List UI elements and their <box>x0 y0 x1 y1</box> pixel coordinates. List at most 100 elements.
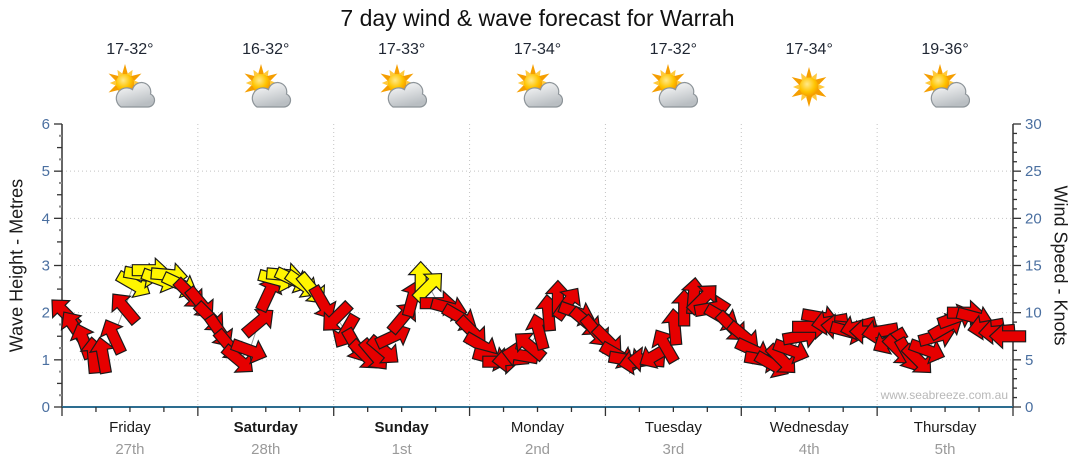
day-temperature: 17-33° <box>377 41 426 58</box>
sun-disc <box>659 73 678 93</box>
day-name: Saturday <box>233 419 298 436</box>
day-name: Monday <box>510 419 565 436</box>
day-date: 27th <box>115 441 145 458</box>
wind-arrow-red <box>651 329 680 365</box>
partly-cloudy-icon <box>645 63 701 111</box>
wind-arrow-red <box>365 333 399 364</box>
left-tick-label: 1 <box>42 352 50 369</box>
wind-arrows <box>51 256 1027 379</box>
wind-arrow-red <box>99 319 127 356</box>
day-date: 1st <box>391 441 412 458</box>
sun-ray <box>268 79 276 87</box>
sun-ray <box>817 83 826 91</box>
sun-ray <box>132 79 141 87</box>
sun-disc <box>251 73 270 93</box>
sun-ray <box>381 79 390 87</box>
wind-arrow-red <box>900 342 932 374</box>
partly-cloudy-icon <box>374 63 430 111</box>
partly-cloudy-icon <box>516 64 563 108</box>
day-temperature: 17-34° <box>785 41 833 58</box>
sun-ray <box>947 79 956 87</box>
sun-ray <box>389 69 396 79</box>
sun-disc <box>931 73 950 93</box>
left-tick-label: 0 <box>42 399 50 416</box>
sun-ray <box>397 69 405 79</box>
day-temperature: 19-36° <box>921 41 969 58</box>
sun-ray <box>801 92 809 101</box>
sun-ray <box>932 69 940 79</box>
sun-ray <box>669 69 676 79</box>
sun-disc <box>115 73 134 93</box>
sun-ray <box>675 79 684 87</box>
day-name: Friday <box>109 419 151 436</box>
right-tick-label: 20 <box>1025 210 1042 227</box>
partly-cloudy-icon <box>917 63 973 111</box>
sun-ray <box>653 79 661 87</box>
sun-ray <box>801 73 809 82</box>
sun-disc <box>523 73 542 93</box>
sun-ray <box>117 69 124 79</box>
sun-ray <box>529 64 536 76</box>
partly-cloudy-icon <box>380 64 427 108</box>
sunny-icon <box>781 63 837 111</box>
sun-ray <box>924 79 933 87</box>
sun-ray <box>810 73 818 82</box>
sun-ray <box>257 64 265 76</box>
wind-arrow-red <box>220 343 254 373</box>
day-date: 4th <box>798 441 820 458</box>
wind-arrow-red <box>308 284 337 320</box>
sun-ray <box>109 79 118 87</box>
cloud-icon <box>251 81 291 108</box>
sun-ray <box>121 64 129 76</box>
day-temperature: 17-32° <box>649 41 697 58</box>
day-date: 28th <box>251 441 281 458</box>
wind-arrow-red <box>772 338 810 365</box>
sun-ray <box>253 69 260 79</box>
sun-ray <box>805 67 813 79</box>
sun-ray <box>125 69 133 79</box>
day-date: 3rd <box>662 441 685 458</box>
wind-arrow-red <box>88 336 116 375</box>
sun-ray <box>524 69 532 79</box>
sun-disc <box>799 77 819 97</box>
sunny-icon <box>791 67 827 107</box>
partly-cloudy-icon <box>651 64 699 108</box>
day-temperature: 17-34° <box>513 41 562 58</box>
partly-cloudy-icon <box>923 64 971 108</box>
day-date: 2nd <box>524 441 551 458</box>
sun-ray <box>665 64 672 76</box>
partly-cloudy-icon <box>238 63 294 111</box>
sun-ray <box>517 79 525 87</box>
day-name: Wednesday <box>769 419 849 436</box>
sun-ray <box>540 79 548 87</box>
right-tick-label: 25 <box>1025 163 1042 180</box>
sun-ray <box>533 69 541 79</box>
wind-arrow-red <box>323 299 354 331</box>
right-tick-label: 30 <box>1025 116 1042 133</box>
day-name: Thursday <box>913 419 977 436</box>
partly-cloudy-icon <box>102 63 158 111</box>
partly-cloudy-icon <box>510 63 566 111</box>
tick-marks <box>54 123 1021 416</box>
wind-arrow-red <box>988 322 1027 350</box>
right-tick-label: 0 <box>1025 399 1033 416</box>
left-tick-label: 3 <box>42 258 50 275</box>
wind-arrow-red <box>861 319 900 346</box>
day-temperature: 16-32° <box>242 41 290 58</box>
sun-ray <box>936 64 944 76</box>
sun-icon <box>923 64 957 102</box>
cloud-icon <box>115 81 156 108</box>
left-tick-label: 2 <box>42 305 50 322</box>
sun-ray <box>393 64 400 76</box>
cloud-icon <box>659 81 699 108</box>
right-tick-label: 5 <box>1025 352 1033 369</box>
sun-ray <box>261 69 269 79</box>
gridlines <box>62 124 1013 407</box>
sun-disc <box>387 73 406 93</box>
tick-labels: 0 1 2 3 4 5 6 0 5 10 15 20 25 30 <box>42 116 1042 416</box>
partly-cloudy-icon <box>244 64 291 108</box>
page-title: 7 day wind & wave forecast for Warrah <box>340 5 735 31</box>
wind-arrow-red <box>514 332 548 363</box>
cloud-icon <box>930 81 971 108</box>
